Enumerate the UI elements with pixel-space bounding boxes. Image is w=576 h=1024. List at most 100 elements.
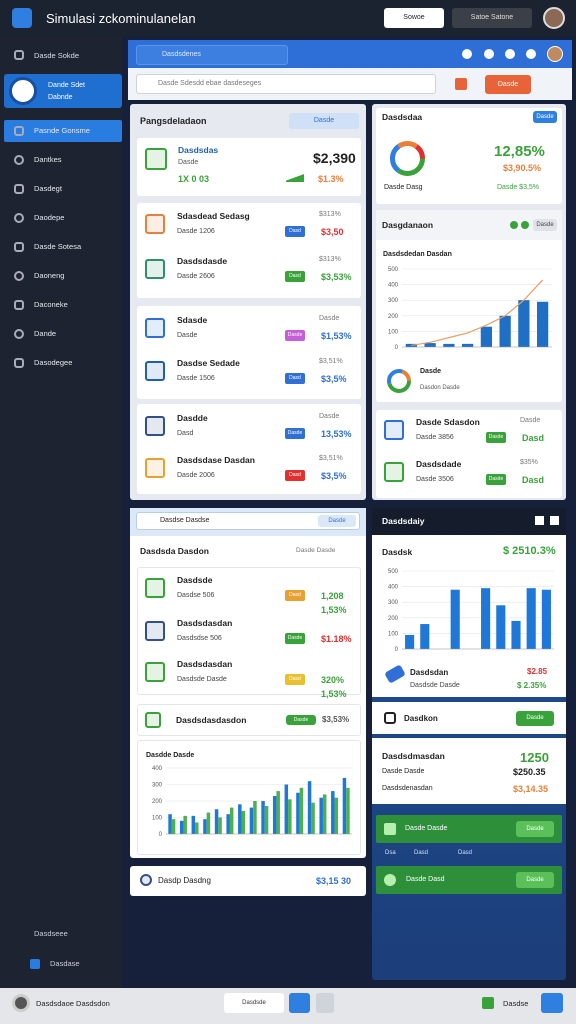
bar: [214, 809, 219, 834]
chart-title: Dasdsk: [382, 547, 413, 557]
y-tick-label: 400: [388, 585, 399, 591]
row-badge[interactable]: Dasde: [286, 715, 316, 725]
bar: [342, 777, 347, 834]
row-name: Dasdde: [177, 413, 208, 423]
nav-item[interactable]: Daconeke: [34, 300, 68, 309]
row-badge: Dasd: [285, 674, 305, 685]
bar: [206, 812, 211, 834]
search-box[interactable]: [136, 512, 360, 530]
header-icon[interactable]: [484, 49, 494, 59]
row-note: Dasde: [319, 413, 340, 420]
green-button[interactable]: Dasde: [516, 821, 554, 837]
legend-sub: Dasdon Dasde: [420, 385, 460, 391]
row-name: Dasdsdade: [416, 459, 462, 469]
chart: 0 100 200 300 400 500: [388, 267, 552, 351]
bar: [450, 589, 460, 649]
pill[interactable]: Dasde: [318, 515, 356, 527]
bar: [195, 822, 199, 834]
pill[interactable]: Dasde: [289, 113, 359, 129]
footer-right: Dasdse: [503, 999, 529, 1008]
avatar-small: [547, 46, 563, 62]
bar: [334, 797, 339, 834]
header-icon[interactable]: [535, 516, 544, 525]
action-button[interactable]: Dasde: [516, 711, 554, 726]
nav-item[interactable]: Dasde Sotesa: [34, 242, 82, 251]
bar: [537, 301, 549, 347]
row-name: Sdasdead Sedasg: [177, 211, 250, 221]
search-placeholder: Dasdse Dasdse: [160, 517, 210, 524]
sidebar-footer[interactable]: Dasdseee: [34, 929, 68, 938]
bar: [405, 634, 415, 649]
nav-item[interactable]: Daoneng: [34, 271, 65, 280]
panel-title: Dasdsdaiy: [382, 516, 425, 526]
stats-value: 1250: [520, 750, 549, 765]
toolbar-button[interactable]: Dasde: [485, 75, 531, 94]
nav-item[interactable]: Daodepe: [34, 213, 65, 222]
search-placeholder: Dasdsdenes: [162, 51, 201, 58]
bar: [261, 801, 265, 834]
green-label: Dasde Dasde: [405, 825, 448, 832]
row-name: Dasdsdasdasdon: [176, 715, 247, 725]
nav-item[interactable]: Pasnde Gonsme: [34, 126, 90, 135]
header-icon[interactable]: [462, 49, 472, 59]
bar: [296, 792, 300, 834]
row-note: $35%: [520, 459, 538, 466]
nav-item[interactable]: Dasdegt: [34, 184, 62, 193]
card: [376, 210, 562, 402]
stats-label: Dasde Dasde: [382, 768, 425, 775]
summary-name: Dasdsdas: [178, 145, 219, 155]
icon: [145, 259, 165, 279]
footer-bar: [0, 988, 576, 1024]
sidebar-footer[interactable]: Dasdase: [50, 959, 80, 968]
bar: [171, 819, 176, 834]
chart: 0 100 200 300 400 500: [388, 569, 554, 653]
footer-button[interactable]: Dasdsde: [224, 993, 284, 1013]
bar: [288, 799, 292, 834]
y-tick-label: 200: [388, 616, 399, 622]
y-tick-label: 0: [159, 832, 163, 838]
row-name: Dasdkon: [404, 714, 438, 723]
toolbar-icon[interactable]: [455, 78, 467, 90]
icon: [145, 662, 165, 682]
footer-icon-button[interactable]: [289, 993, 310, 1013]
green-button[interactable]: Dasde: [516, 872, 554, 888]
pill[interactable]: Dasde: [533, 219, 557, 231]
input[interactable]: [136, 74, 436, 94]
bottom-value: $3,15 30: [316, 876, 352, 886]
tag: Dasd: [458, 850, 473, 856]
icon: [14, 50, 24, 60]
nav-active[interactable]: [4, 120, 122, 142]
profile-avatar: [9, 77, 37, 105]
donut-icon: [389, 140, 425, 176]
stats-title: Dasdsdmasdan: [382, 751, 445, 761]
card: [372, 738, 566, 804]
header-icon[interactable]: [550, 516, 559, 525]
row-badge: Dasd: [285, 373, 305, 384]
header-icon[interactable]: [526, 49, 536, 59]
pill[interactable]: Dasde: [533, 111, 557, 123]
header-button[interactable]: Satoe Satone: [452, 8, 532, 28]
icon: [145, 712, 161, 728]
tag: Dsa: [385, 850, 396, 856]
header-button[interactable]: Sowoe: [384, 8, 444, 28]
footer-icon-button[interactable]: [316, 993, 334, 1013]
donut-segment: [389, 140, 425, 176]
y-tick-label: 200: [152, 799, 163, 805]
nav-item[interactable]: Dasodegee: [34, 358, 73, 367]
header-icon[interactable]: [505, 49, 515, 59]
bar: [238, 804, 242, 834]
bar: [311, 802, 315, 834]
nav-item[interactable]: Dande: [34, 329, 57, 338]
footer-text: Dasdsdaoe Dasdsdon: [36, 999, 110, 1008]
y-tick-label: 100: [152, 816, 163, 822]
footer-icon-button[interactable]: [541, 993, 563, 1013]
icon: [14, 242, 24, 252]
tile: [137, 306, 361, 399]
icon: [14, 300, 24, 310]
avatar: [543, 7, 565, 29]
search-box[interactable]: [136, 45, 288, 65]
bar: [322, 794, 327, 834]
nav-item[interactable]: Dantkes: [34, 155, 62, 164]
section-title: Dasdsda Dasdon: [140, 546, 209, 556]
